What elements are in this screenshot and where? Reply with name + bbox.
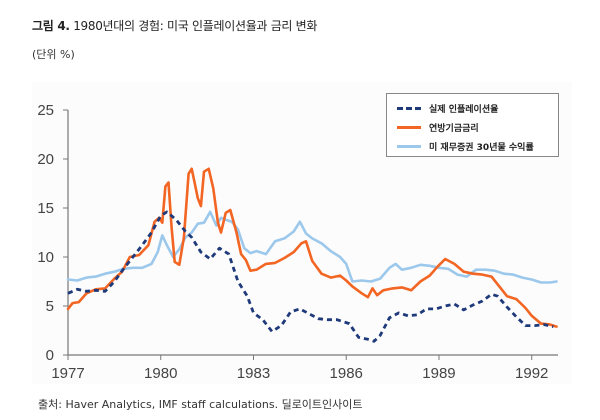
unit-label: (단위 %) [32, 48, 75, 61]
y-tick-label: 15 [37, 200, 54, 217]
legend-label-fed-funds: 연방기금금리 [429, 124, 479, 134]
legend-swatch-inflation [397, 107, 421, 110]
legend-swatch-treasury [397, 145, 421, 148]
figure-title: 그림 4. 1980년대의 경험: 미국 인플레이션율과 금리 변화 [32, 17, 317, 34]
x-tick-label: 1980 [144, 365, 177, 382]
legend-label-treasury: 미 재무증권 30년물 수익률 [429, 143, 534, 153]
y-tick-label: 25 [37, 102, 54, 119]
x-tick-label: 1992 [515, 365, 548, 382]
y-tick-label: 20 [37, 151, 54, 168]
y-tick-label: 5 [46, 298, 54, 315]
x-tick-label: 1977 [51, 365, 84, 382]
series-line-inflation [67, 210, 554, 343]
axes: 0 5 10 15 20 25 1977 1980 1983 1986 1989 1992 [37, 102, 558, 382]
legend-item-inflation: 실제 인플레이션율 [397, 102, 498, 115]
x-tick-label: 1986 [330, 365, 363, 382]
y-tick-label: 0 [46, 347, 54, 364]
legend: 실제 인플레이션율 연방기금금리 미 재무증권 30년물 수익률 [386, 93, 559, 157]
legend-item-treasury: 미 재무증권 30년물 수익률 [397, 140, 534, 153]
x-tick-label: 1989 [422, 365, 455, 382]
source-note: 출처: Haver Analytics, IMF staff calculati… [38, 398, 363, 411]
legend-swatch-fed-funds [397, 126, 421, 129]
figure-label: 그림 4. [32, 19, 70, 33]
legend-item-fed-funds: 연방기금금리 [397, 121, 479, 134]
series-lines [66, 167, 558, 343]
x-tick-label: 1983 [237, 365, 270, 382]
legend-label-inflation: 실제 인플레이션율 [429, 105, 499, 115]
y-tick-label: 10 [37, 249, 54, 266]
figure-title-text: 1980년대의 경험: 미국 인플레이션율과 금리 변화 [73, 19, 318, 33]
series-line-treasury30 [66, 210, 558, 284]
